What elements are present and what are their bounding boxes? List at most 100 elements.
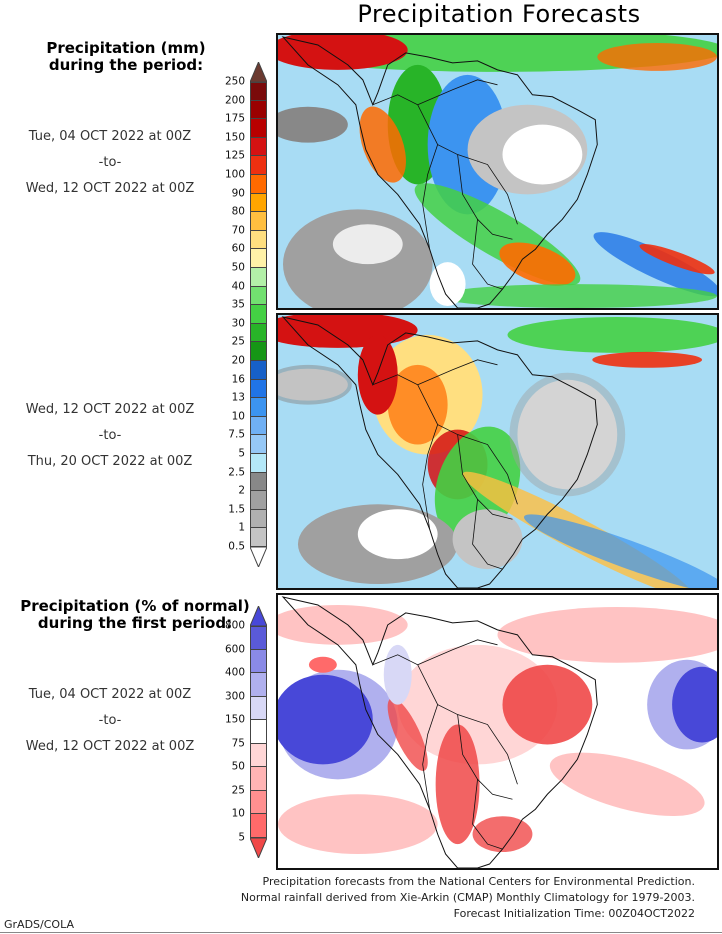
coastline bbox=[281, 316, 598, 588]
precip-colorbar-tick-label: 60 bbox=[231, 242, 245, 255]
divider bbox=[0, 932, 722, 933]
precip-field-region bbox=[278, 106, 348, 143]
precip-field-region bbox=[502, 664, 593, 745]
precip-colorbar-tick-label: 250 bbox=[224, 75, 245, 88]
country-border bbox=[417, 639, 498, 666]
precip-colorbar-swatch bbox=[250, 379, 267, 399]
precip-field-region bbox=[435, 724, 480, 845]
precip-colorbar-tick-label: 90 bbox=[231, 187, 245, 200]
precip-colorbar-tick-label: 1.5 bbox=[228, 503, 245, 516]
percent-colorbar-swatch bbox=[250, 720, 267, 744]
software-label: GrADS/COLA bbox=[4, 918, 74, 931]
precip-field-region bbox=[497, 606, 717, 663]
precip-colorbar-tick-label: 10 bbox=[231, 410, 245, 423]
percent-legend-title: Precipitation (% of normal) during the f… bbox=[0, 598, 276, 632]
precip-colorbar-tick-label: 7.5 bbox=[228, 428, 245, 441]
precip-colorbar-tick-label: 125 bbox=[224, 149, 245, 162]
country-border bbox=[422, 424, 439, 530]
precip-colorbar-tick-label: 70 bbox=[231, 224, 245, 237]
percent-colorbar-tick-label: 600 bbox=[224, 643, 245, 656]
precip-colorbar: 250 200 175 150 125 100 90 80 70 60 50 40 35 30 25 20 16… bbox=[225, 62, 267, 567]
country-border bbox=[417, 359, 498, 386]
precip-field-region bbox=[499, 242, 576, 286]
percent-colorbar-swatch bbox=[250, 673, 267, 697]
precip-field-region bbox=[593, 232, 717, 297]
precip-colorbar-tick-label: 5 bbox=[238, 447, 245, 460]
precip-colorbar-swatch bbox=[250, 491, 267, 510]
percent-colorbar-swatch bbox=[250, 626, 267, 650]
precip-colorbar-tick-label: 2 bbox=[238, 484, 245, 497]
precip-colorbar-tick-label: 50 bbox=[231, 261, 245, 274]
period-separator: -to- bbox=[98, 428, 122, 443]
precip-colorbar-swatch bbox=[250, 212, 267, 231]
precip-colorbar-swatch bbox=[250, 342, 267, 361]
precip-colorbar-swatch bbox=[250, 509, 267, 529]
precip-field-region bbox=[383, 644, 412, 705]
percent-legend-title-line1: Precipitation (% of normal) bbox=[20, 597, 250, 615]
precip-colorbar-swatch bbox=[250, 398, 267, 417]
percent-colorbar-tick-label: 5 bbox=[238, 831, 245, 844]
precip-field-region bbox=[278, 794, 438, 855]
country-border bbox=[372, 654, 518, 785]
precip-colorbar-swatch bbox=[250, 82, 267, 101]
country-border bbox=[472, 219, 503, 290]
precip-field-region bbox=[672, 666, 717, 743]
precip-field-region bbox=[639, 244, 715, 275]
page-title: Precipitation Forecasts bbox=[357, 0, 641, 28]
period-end: Thu, 20 OCT 2022 at 00Z bbox=[27, 454, 193, 469]
precip-field-region bbox=[507, 316, 717, 353]
precip-colorbar-swatch bbox=[250, 472, 267, 492]
percent-colorbar-over-arrow bbox=[250, 606, 267, 626]
init-time: Forecast Initialization Time: 00Z04OCT20… bbox=[453, 907, 695, 920]
precip-colorbar-tick-label: 25 bbox=[231, 335, 245, 348]
precip-colorbar-swatch bbox=[250, 454, 267, 473]
precip-field-region bbox=[308, 656, 337, 673]
country-border bbox=[472, 499, 503, 570]
period-label-2: Wed, 12 OCT 2022 at 00Z -to- Thu, 20 OCT… bbox=[0, 397, 220, 475]
precip-colorbar-swatch bbox=[250, 230, 267, 250]
percent-colorbar-tick-label: 300 bbox=[224, 690, 245, 703]
period-label-3: Tue, 04 OCT 2022 at 00Z -to- Wed, 12 OCT… bbox=[0, 682, 220, 760]
coastline bbox=[281, 596, 598, 868]
precip-field-region bbox=[597, 42, 717, 71]
precip-field-region bbox=[509, 372, 626, 497]
period-start: Wed, 12 OCT 2022 at 00Z bbox=[25, 402, 195, 417]
period-start: Tue, 04 OCT 2022 at 00Z bbox=[28, 129, 192, 144]
precip-map-2 bbox=[278, 315, 717, 588]
credit-line: Normal rainfall derived from Xie-Arkin (… bbox=[240, 891, 695, 904]
percent-colorbar-tick-label: 150 bbox=[224, 713, 245, 726]
precip-colorbar-tick-label: 100 bbox=[224, 168, 245, 181]
precip-colorbar-tick-label: 1 bbox=[238, 521, 245, 534]
precip-colorbar-swatch bbox=[250, 305, 267, 324]
precip-colorbar-swatch bbox=[250, 528, 267, 547]
precip-legend-title-line1: Precipitation (mm) bbox=[46, 39, 206, 57]
map-panel-period1-precip bbox=[276, 33, 719, 310]
percent-colorbar-tick-label: 75 bbox=[231, 737, 245, 750]
country-border bbox=[422, 704, 439, 810]
precip-field-region bbox=[517, 379, 618, 490]
percent-colorbar-swatch bbox=[250, 649, 267, 674]
precip-colorbar-tick-label: 80 bbox=[231, 205, 245, 218]
period-separator: -to- bbox=[98, 155, 122, 170]
precip-field-region bbox=[359, 106, 406, 183]
percent-colorbar-under-arrow bbox=[250, 838, 267, 858]
period-label-1: Tue, 04 OCT 2022 at 00Z -to- Wed, 12 OCT… bbox=[0, 124, 220, 202]
precip-colorbar-tick-label: 200 bbox=[224, 94, 245, 107]
precip-legend-title: Precipitation (mm) during the period: bbox=[0, 40, 256, 74]
period-end: Wed, 12 OCT 2022 at 00Z bbox=[25, 739, 195, 754]
precip-colorbar-tick-label: 0.5 bbox=[228, 540, 245, 553]
percent-colorbar-tick-label: 400 bbox=[224, 666, 245, 679]
percent-normal-map bbox=[278, 595, 717, 868]
country-border bbox=[472, 779, 503, 850]
precip-field-region bbox=[387, 698, 428, 771]
percent-colorbar-swatch bbox=[250, 790, 267, 815]
precip-colorbar-swatch bbox=[250, 119, 267, 138]
precip-field-region bbox=[387, 364, 448, 445]
precip-field-region bbox=[437, 284, 717, 308]
percent-colorbar-tick-label: 10 bbox=[231, 807, 245, 820]
precip-colorbar-swatch bbox=[250, 100, 267, 120]
credits: Precipitation forecasts from the Nationa… bbox=[241, 874, 695, 922]
percent-colorbar: 800 600 400 300 150 75 50 25 10 5 bbox=[225, 606, 267, 858]
precip-colorbar-tick-label: 16 bbox=[231, 373, 245, 386]
precip-colorbar-swatch bbox=[250, 156, 267, 175]
